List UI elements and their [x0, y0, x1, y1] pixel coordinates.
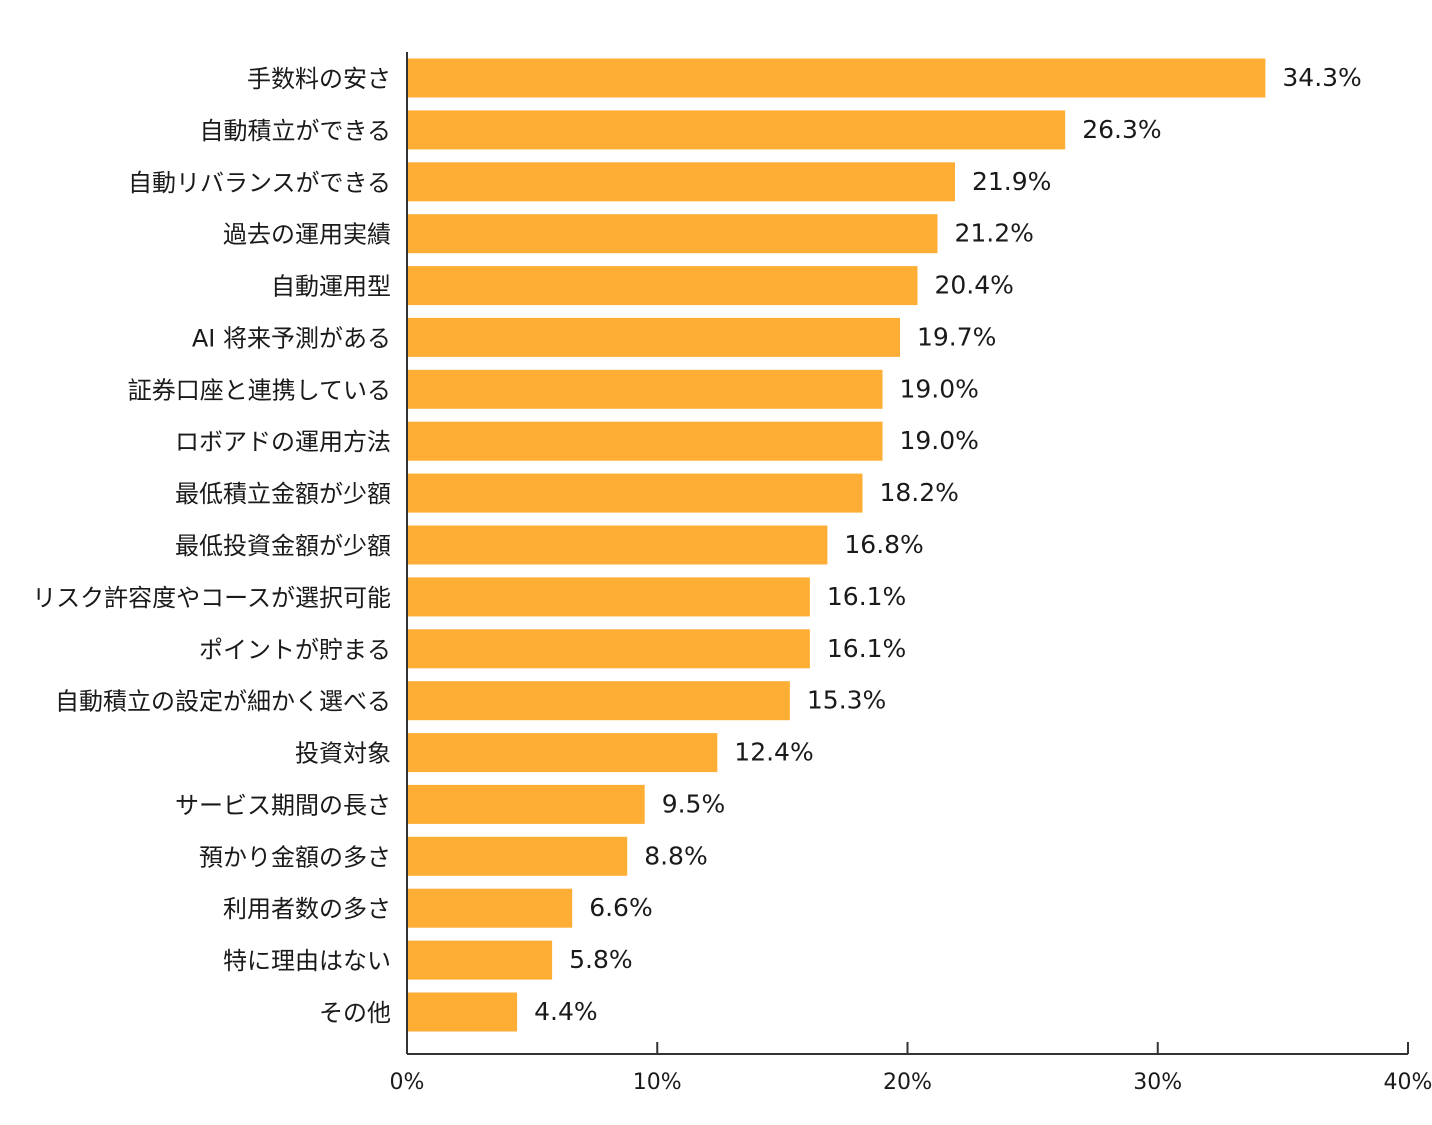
- x-tick-label-4: 30%: [1133, 1070, 1182, 1095]
- value-label-14: 12.4%: [734, 738, 813, 767]
- category-label-2: 自動積立ができる: [199, 117, 391, 145]
- value-label-11: 16.1%: [827, 582, 906, 611]
- bar-2: [408, 110, 1066, 150]
- value-label-4: 21.2%: [955, 219, 1034, 248]
- category-label-6: AI 将来予測がある: [192, 324, 391, 352]
- bar-8: [408, 421, 883, 461]
- category-label-1: 手数料の安さ: [247, 65, 391, 93]
- value-label-17: 6.6%: [589, 893, 653, 922]
- x-tick-label-2: 10%: [633, 1070, 682, 1095]
- value-label-18: 5.8%: [569, 945, 633, 974]
- bar-6: [408, 317, 900, 357]
- bar-12: [408, 629, 810, 669]
- bar-17: [408, 888, 573, 928]
- category-label-11: リスク許容度やコースが選択可能: [32, 584, 391, 612]
- bar-7: [408, 369, 883, 409]
- bar-9: [408, 473, 863, 513]
- value-label-2: 26.3%: [1082, 115, 1161, 144]
- category-label-19: その他: [319, 999, 391, 1027]
- value-label-8: 19.0%: [900, 426, 979, 455]
- bar-1: [408, 58, 1266, 98]
- category-label-17: 利用者数の多さ: [223, 895, 391, 923]
- bar-10: [408, 525, 828, 565]
- category-label-15: サービス期間の長さ: [175, 791, 391, 819]
- x-tick-label-1: 0%: [390, 1070, 425, 1095]
- category-label-10: 最低投資金額が少額: [175, 532, 391, 560]
- category-label-3: 自動リバランスができる: [128, 169, 391, 197]
- bar-19: [408, 992, 518, 1032]
- category-label-14: 投資対象: [295, 740, 391, 768]
- bar-13: [408, 681, 790, 721]
- category-label-5: 自動運用型: [271, 273, 391, 301]
- value-label-15: 9.5%: [662, 789, 726, 818]
- value-label-6: 19.7%: [917, 322, 996, 351]
- bar-16: [408, 836, 628, 876]
- category-label-9: 最低積立金額が少額: [175, 480, 391, 508]
- value-label-9: 18.2%: [880, 478, 959, 507]
- value-label-1: 34.3%: [1282, 63, 1361, 92]
- category-label-12: ポイントが貯まる: [199, 636, 391, 664]
- bar-15: [408, 784, 645, 824]
- x-tick-label-3: 20%: [883, 1070, 932, 1095]
- category-label-18: 特に理由はない: [223, 947, 391, 975]
- x-tick-label-5: 40%: [1384, 1070, 1432, 1095]
- value-label-3: 21.9%: [972, 167, 1051, 196]
- value-label-13: 15.3%: [807, 686, 886, 715]
- value-label-10: 16.8%: [844, 530, 923, 559]
- category-label-13: 自動積立の設定が細かく選べる: [55, 688, 391, 716]
- bar-11: [408, 577, 810, 617]
- bar-4: [408, 214, 938, 254]
- bar-18: [408, 940, 553, 980]
- bar-3: [408, 162, 955, 202]
- value-label-19: 4.4%: [534, 997, 598, 1026]
- value-label-7: 19.0%: [900, 374, 979, 403]
- bar-5: [408, 266, 918, 306]
- category-label-7: 証券口座と連携している: [128, 376, 391, 404]
- category-label-16: 預かり金額の多さ: [199, 843, 391, 871]
- category-label-8: ロボアドの運用方法: [175, 428, 391, 456]
- category-label-4: 過去の運用実績: [223, 221, 391, 249]
- value-label-12: 16.1%: [827, 634, 906, 663]
- bar-14: [408, 733, 718, 773]
- value-label-16: 8.8%: [644, 841, 708, 870]
- value-label-5: 20.4%: [935, 271, 1014, 300]
